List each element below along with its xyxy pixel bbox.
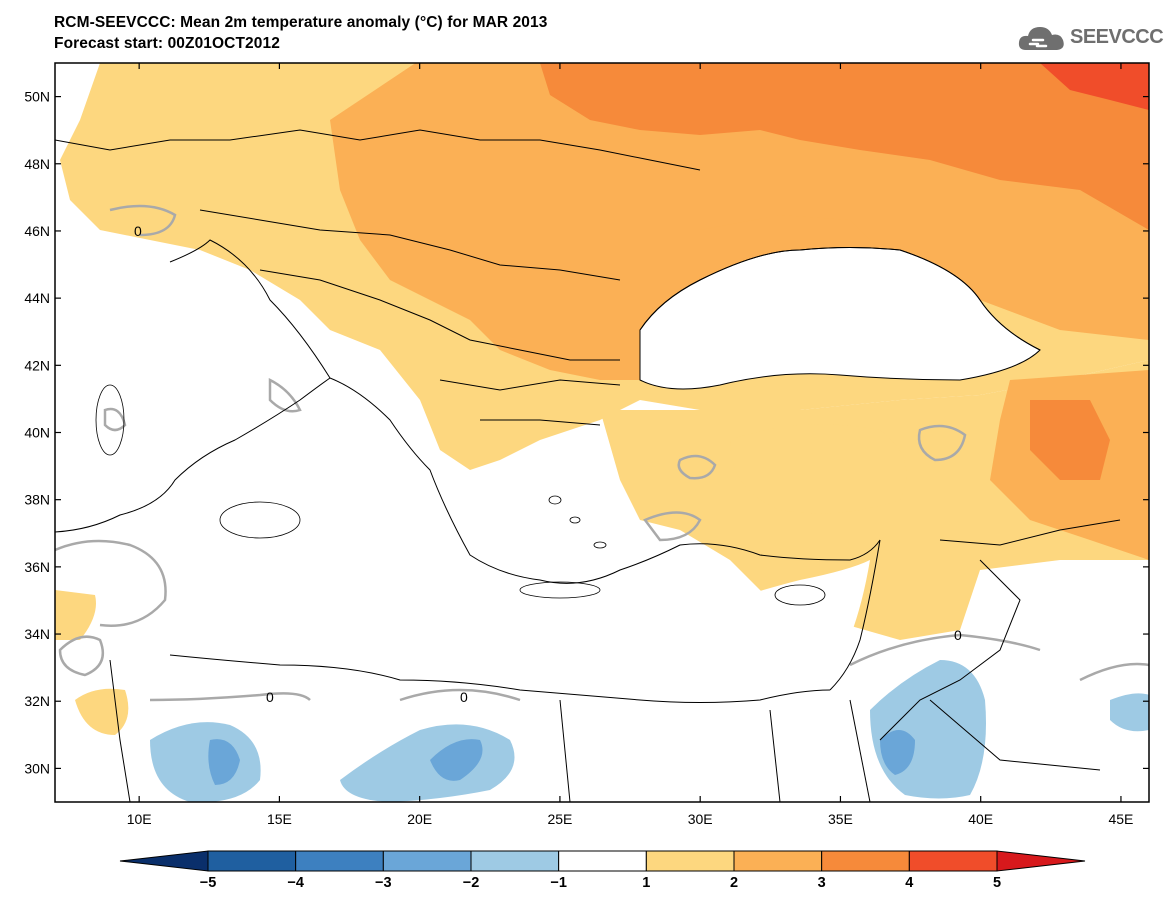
colorbar-label: 2 [729,875,739,891]
lat-tick-label: 40N [24,425,50,441]
colorbar-segment [558,850,647,872]
cold-zone-3-core [880,730,915,775]
lon-tick-label: 45E [1108,811,1133,827]
red-zone [1040,63,1149,110]
lat-tick-label: 36N [24,559,50,575]
lon-tick-label: 10E [127,811,152,827]
colorbar-label: −3 [375,875,392,891]
lat-tick-label: 50N [24,89,50,105]
map-field: 0 0 0 0 [55,63,1149,802]
colorbar-label: 1 [642,875,651,891]
lat-tick-label: 32N [24,693,50,709]
lon-tick-label: 15E [267,811,292,827]
colorbar-segment [908,850,998,872]
contour-label: 0 [460,689,468,705]
colorbar-label: −4 [287,875,304,891]
lat-tick-label: 46N [24,223,50,239]
dark-orange-zone-1 [540,63,1149,230]
colorbar-segment [733,850,823,872]
cold-zone-1 [150,722,261,802]
warm-zone-africa-2 [55,590,96,640]
lon-tick-label: 20E [407,811,432,827]
colorbar-segment [295,850,384,872]
lon-tick-label: 35E [828,811,853,827]
seevccc-logo: SEEVCCC [1016,20,1164,60]
chart-subtitle: Forecast start: 00Z01OCT2012 [54,35,280,52]
cold-zone-2-core [430,739,483,781]
colorbar-label: 3 [817,875,826,891]
chart-title: RCM-SEEVCCC: Mean 2m temperature anomaly… [54,14,548,31]
lat-tick-label: 34N [24,626,50,642]
logo-text: SEEVCCC [1070,26,1164,48]
longitude-axis: 10E 15E 20E 25E 30E 35E 40E 45E [127,63,1133,827]
colorbar-segment [470,850,560,872]
cloud-icon [1018,27,1064,50]
colorbar-segment [645,850,735,872]
contour-label: 0 [954,627,962,643]
lon-tick-label: 40E [968,811,993,827]
zero-contours [55,204,1149,702]
lat-tick-label: 38N [24,492,50,508]
colorbar-segment [821,850,910,872]
colorbar-label: 4 [905,875,914,891]
lat-tick-label: 42N [24,357,50,373]
cold-zone-4 [1110,693,1149,732]
lat-tick-label: 48N [24,156,50,172]
colorbar [119,850,1086,872]
colorbar-label: −5 [199,875,217,891]
mediterranean-sea [55,380,870,700]
lon-tick-label: 30E [688,811,713,827]
cold-zone-1-core [208,739,240,785]
latitude-axis: 50N 48N 46N 44N 42N 40N 38N 36N 34N 32N 30N [24,89,1149,776]
colorbar-segment [207,850,297,872]
aegean-islands [95,384,826,606]
dark-orange-zone-2 [1030,400,1110,480]
coastlines-and-borders [55,129,1121,802]
warm-zone-3 [730,424,907,514]
lon-tick-label: 25E [547,811,572,827]
contour-label: 0 [266,689,274,705]
colorbar-segment [119,850,209,872]
colorbar-segment [382,850,472,872]
colorbar-segment [996,850,1086,872]
lat-tick-label: 30N [24,760,50,776]
contour-label: 0 [134,223,142,239]
lat-tick-label: 44N [24,290,50,306]
tyrrhenian-sea [120,260,330,434]
colorbar-label: −2 [462,875,480,891]
colorbar-label: −1 [550,875,567,891]
colorbar-label: 5 [992,875,1002,891]
